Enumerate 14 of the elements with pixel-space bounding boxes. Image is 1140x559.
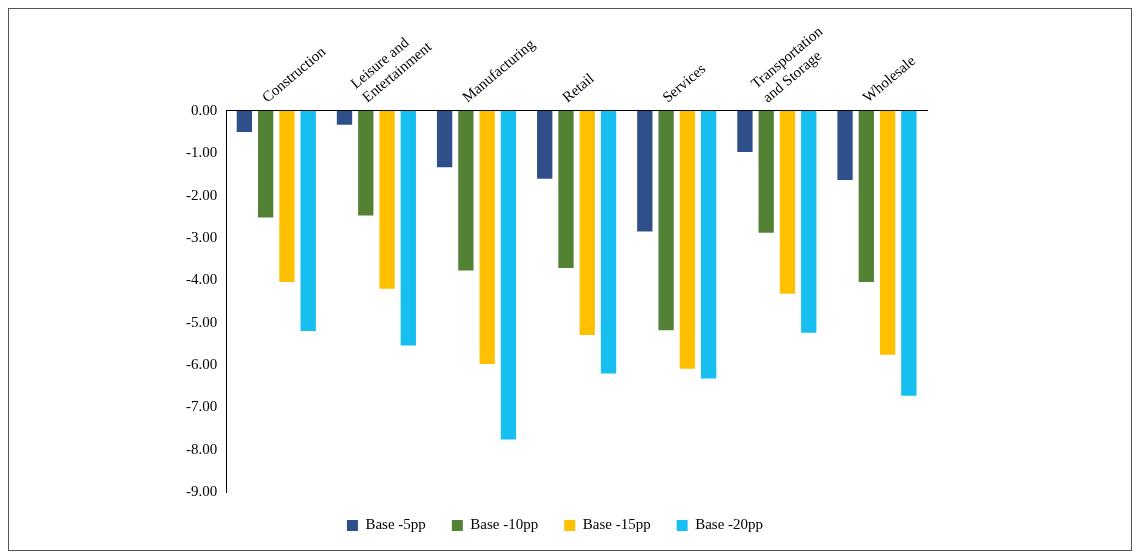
y-tick-label: -8.00 xyxy=(186,440,218,457)
y-tick-label: -1.00 xyxy=(186,144,218,161)
y-tick-label: 0.00 xyxy=(191,101,218,118)
y-tick-label: -4.00 xyxy=(186,271,218,288)
legend-label: Base -20pp xyxy=(695,516,764,533)
y-tick-label: -3.00 xyxy=(186,228,218,245)
y-tick-label: -5.00 xyxy=(186,313,218,330)
y-tick-label: -7.00 xyxy=(186,398,218,415)
legend-label: Base -10pp xyxy=(470,516,539,533)
y-tick-label: -2.00 xyxy=(186,186,218,203)
legend-label: Base -15pp xyxy=(582,516,651,533)
y-tick-label: -6.00 xyxy=(186,355,218,372)
legend-label: Base -5pp xyxy=(365,516,426,533)
y-tick-label: -9.00 xyxy=(186,482,218,499)
